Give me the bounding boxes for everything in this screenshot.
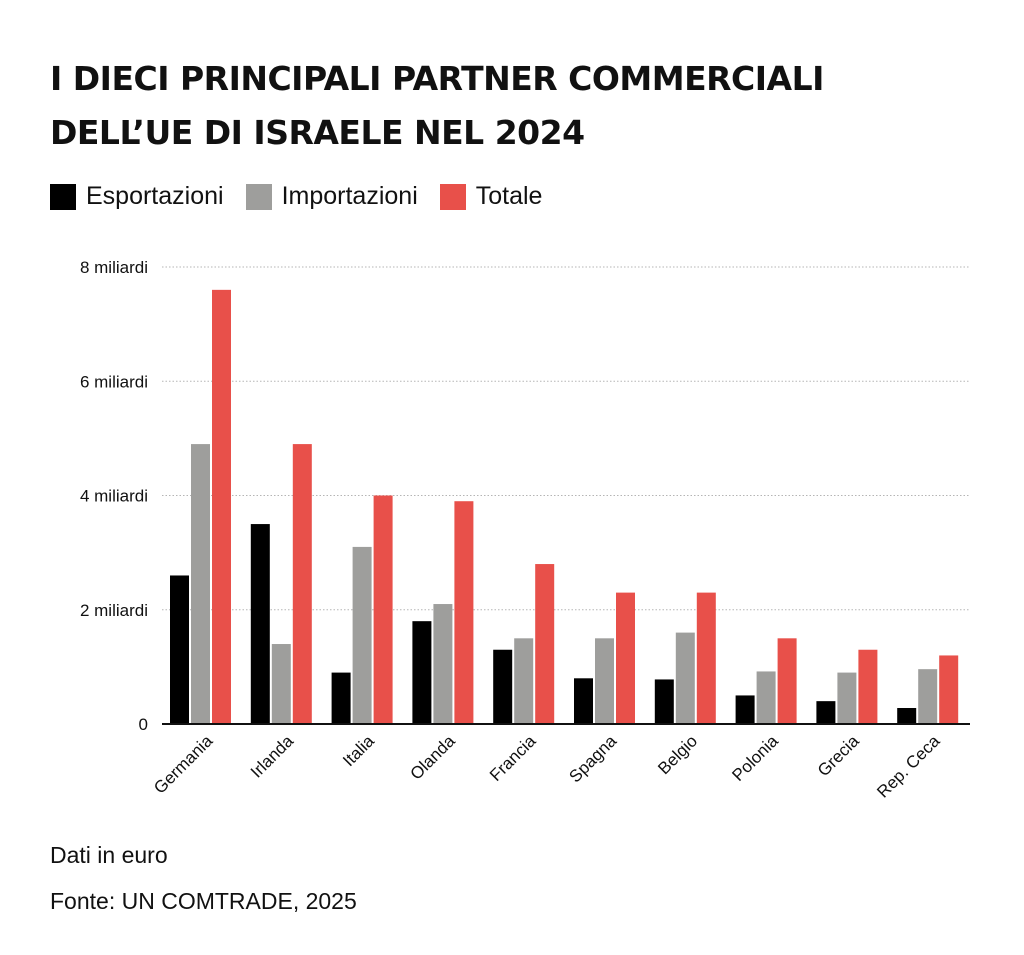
y-tick-label: 2 miliardi: [80, 601, 148, 620]
x-tick-label: Italia: [339, 731, 378, 770]
legend-item-imports: Importazioni: [245, 182, 418, 211]
bar-totale: [939, 655, 959, 724]
bar-importazioni: [756, 671, 776, 724]
bar-totale: [777, 638, 797, 724]
data-note: Dati in euro: [50, 842, 168, 868]
bar-importazioni: [514, 638, 534, 724]
title-line-1: I DIECI PRINCIPALI PARTNER COMMERCIALI: [50, 59, 824, 98]
title-line-2: DELL’UE DI ISRAELE NEL 2024: [50, 113, 585, 152]
bar-importazioni: [675, 632, 695, 724]
bar-esportazioni: [493, 649, 513, 724]
x-tick-label: Rep. Ceca: [873, 731, 944, 802]
x-tick-label: Grecia: [814, 731, 863, 780]
bar-esportazioni: [735, 695, 755, 724]
x-tick-label: Francia: [486, 731, 540, 785]
legend-label-imports: Importazioni: [281, 182, 418, 210]
bar-esportazioni: [412, 621, 432, 724]
legend-swatch-total: [439, 183, 466, 210]
y-tick-label: 0: [139, 715, 148, 734]
bar-totale: [212, 289, 231, 724]
x-tick-label: Spagna: [565, 731, 620, 786]
legend-item-exports: Esportazioni: [50, 182, 224, 211]
bar-totale: [292, 444, 312, 724]
legend-item-total: Totale: [439, 182, 543, 211]
x-tick-label: Olanda: [407, 731, 460, 784]
bar-importazioni: [191, 444, 210, 724]
y-tick-label: 6 miliardi: [80, 372, 148, 391]
bar-esportazioni: [816, 701, 836, 724]
legend: Esportazioni Importazioni Totale: [50, 182, 564, 211]
bar-totale: [535, 564, 555, 724]
bar-chart: 0 2 miliardi 4 miliardi 6 miliardi 8 miliard…: [80, 258, 970, 802]
y-tick-label: 8 miliardi: [80, 258, 148, 277]
x-tick-label: Germania: [150, 731, 217, 798]
source-note: Fonte: UN COMTRADE, 2025: [50, 888, 357, 914]
legend-label-exports: Esportazioni: [86, 182, 224, 210]
legend-label-total: Totale: [475, 182, 543, 210]
x-tick-label: Belgio: [654, 731, 701, 778]
bar-importazioni: [352, 546, 372, 724]
bar-esportazioni: [897, 708, 917, 724]
bar-esportazioni: [331, 672, 351, 724]
bar-esportazioni: [250, 524, 270, 724]
bar-totale: [373, 495, 393, 724]
bar-totale: [454, 501, 474, 724]
bar-importazioni: [433, 604, 453, 724]
bar-importazioni: [918, 669, 938, 724]
legend-swatch-exports: [50, 183, 76, 210]
bar-importazioni: [271, 644, 291, 724]
x-tick-label: Polonia: [728, 731, 782, 785]
bar-esportazioni: [574, 678, 593, 724]
y-tick-label: 4 miliardi: [80, 487, 148, 506]
chart-title: I DIECI PRINCIPALI PARTNER COMMERCIALI D…: [50, 52, 980, 160]
bar-esportazioni: [170, 575, 189, 724]
x-tick-label: Irlanda: [247, 731, 298, 782]
bar-importazioni: [837, 672, 857, 724]
bar-totale: [858, 649, 878, 724]
legend-swatch-imports: [245, 183, 272, 210]
bar-importazioni: [595, 638, 614, 724]
bar-totale: [696, 592, 716, 724]
bar-esportazioni: [654, 679, 674, 724]
bar-totale: [616, 592, 635, 724]
